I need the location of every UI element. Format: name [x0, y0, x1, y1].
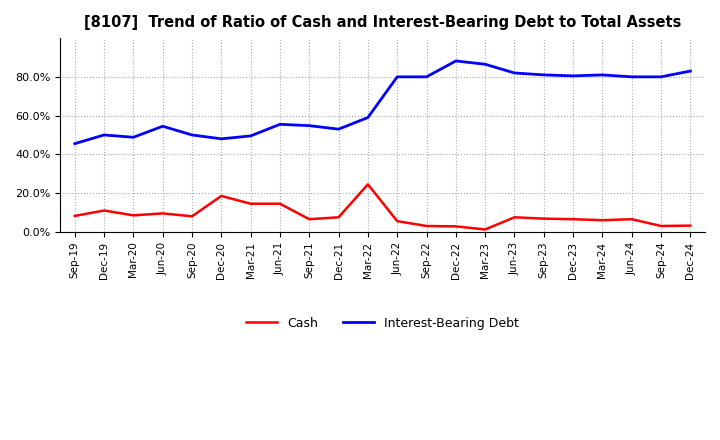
Interest-Bearing Debt	[451, 59, 460, 64]
Cash	[158, 211, 167, 216]
Interest-Bearing Debt	[539, 72, 548, 77]
Interest-Bearing Debt	[276, 122, 284, 127]
Line: Interest-Bearing Debt: Interest-Bearing Debt	[75, 61, 690, 144]
Cash	[71, 213, 79, 219]
Cash	[246, 201, 255, 206]
Cash	[686, 223, 695, 228]
Cash	[627, 216, 636, 222]
Cash	[217, 193, 225, 198]
Cash	[334, 215, 343, 220]
Cash	[569, 216, 577, 222]
Interest-Bearing Debt	[246, 133, 255, 139]
Interest-Bearing Debt	[217, 136, 225, 142]
Interest-Bearing Debt	[510, 70, 519, 76]
Cash	[598, 217, 607, 223]
Cash	[188, 214, 197, 219]
Cash	[657, 224, 665, 229]
Interest-Bearing Debt	[305, 123, 314, 128]
Interest-Bearing Debt	[71, 141, 79, 147]
Title: [8107]  Trend of Ratio of Cash and Interest-Bearing Debt to Total Assets: [8107] Trend of Ratio of Cash and Intere…	[84, 15, 681, 30]
Interest-Bearing Debt	[686, 68, 695, 73]
Cash	[129, 213, 138, 218]
Interest-Bearing Debt	[129, 135, 138, 140]
Cash	[539, 216, 548, 221]
Cash	[481, 227, 490, 232]
Interest-Bearing Debt	[422, 74, 431, 80]
Interest-Bearing Debt	[481, 62, 490, 67]
Cash	[422, 224, 431, 229]
Interest-Bearing Debt	[393, 74, 402, 80]
Cash	[276, 201, 284, 206]
Interest-Bearing Debt	[598, 72, 607, 77]
Interest-Bearing Debt	[627, 74, 636, 80]
Interest-Bearing Debt	[657, 74, 665, 80]
Interest-Bearing Debt	[188, 132, 197, 138]
Line: Cash: Cash	[75, 184, 690, 230]
Cash	[305, 216, 314, 222]
Legend: Cash, Interest-Bearing Debt: Cash, Interest-Bearing Debt	[241, 312, 524, 335]
Cash	[393, 219, 402, 224]
Interest-Bearing Debt	[569, 73, 577, 78]
Cash	[100, 208, 109, 213]
Cash	[451, 224, 460, 229]
Interest-Bearing Debt	[364, 115, 372, 120]
Interest-Bearing Debt	[158, 124, 167, 129]
Interest-Bearing Debt	[334, 127, 343, 132]
Interest-Bearing Debt	[100, 132, 109, 138]
Cash	[510, 215, 519, 220]
Cash	[364, 182, 372, 187]
